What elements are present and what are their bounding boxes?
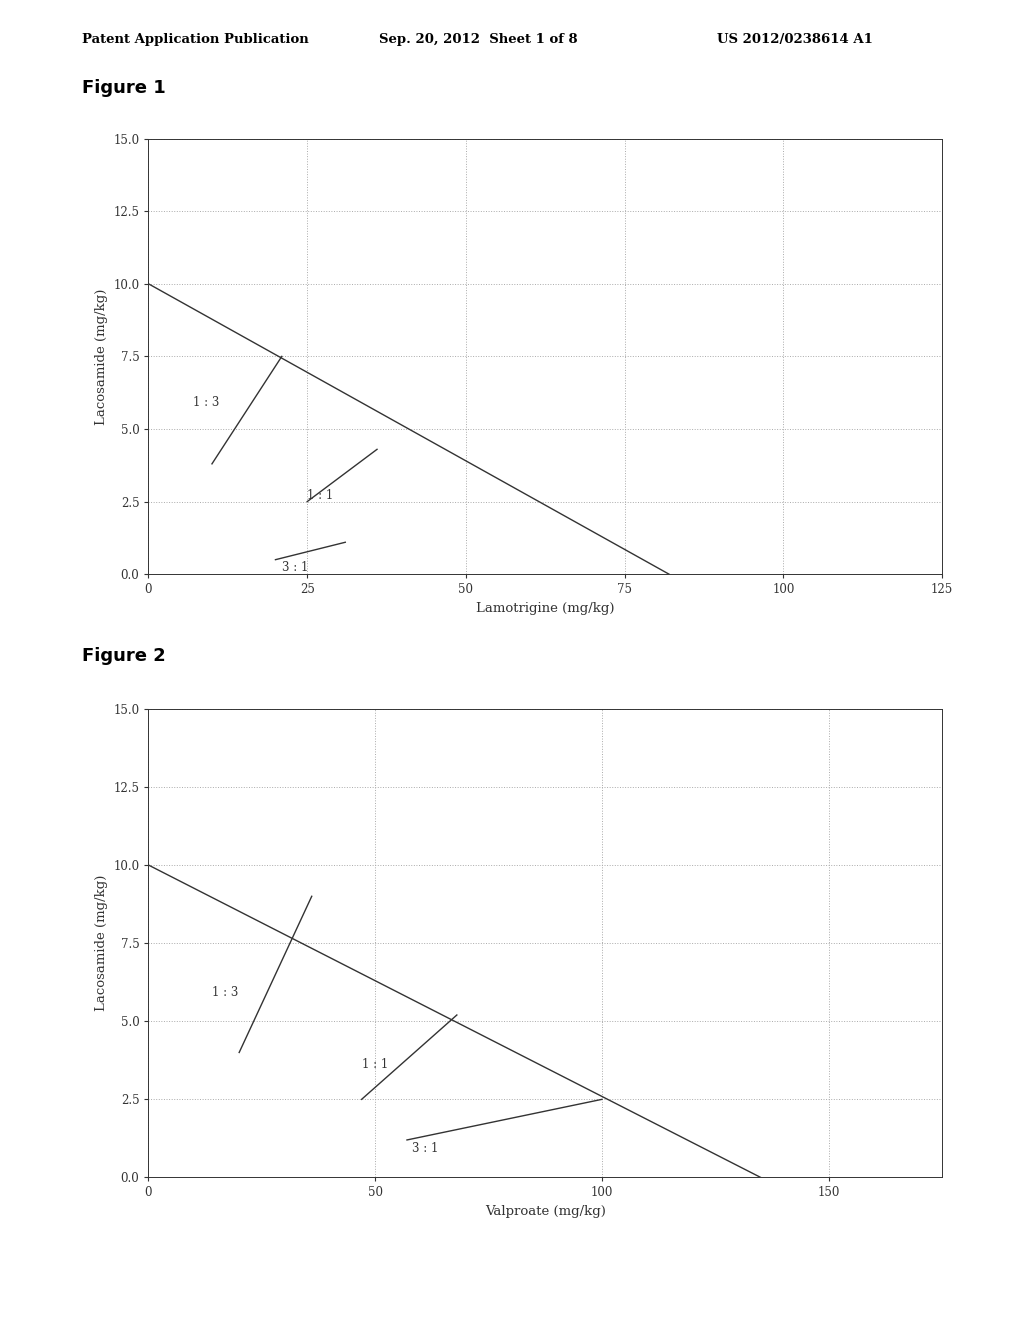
Text: Figure 2: Figure 2 xyxy=(82,647,166,665)
Text: 3 : 1: 3 : 1 xyxy=(412,1142,438,1155)
Y-axis label: Lacosamide (mg/kg): Lacosamide (mg/kg) xyxy=(95,875,108,1011)
Text: 1 : 1: 1 : 1 xyxy=(361,1059,388,1071)
Text: Patent Application Publication: Patent Application Publication xyxy=(82,33,308,46)
Text: 1 : 3: 1 : 3 xyxy=(212,986,239,999)
Text: Figure 1: Figure 1 xyxy=(82,79,166,98)
Text: 3 : 1: 3 : 1 xyxy=(282,561,308,574)
X-axis label: Lamotrigine (mg/kg): Lamotrigine (mg/kg) xyxy=(476,602,614,615)
Text: Sep. 20, 2012  Sheet 1 of 8: Sep. 20, 2012 Sheet 1 of 8 xyxy=(379,33,578,46)
Y-axis label: Lacosamide (mg/kg): Lacosamide (mg/kg) xyxy=(95,288,108,425)
Text: 1 : 3: 1 : 3 xyxy=(193,396,219,409)
Text: US 2012/0238614 A1: US 2012/0238614 A1 xyxy=(717,33,872,46)
X-axis label: Valproate (mg/kg): Valproate (mg/kg) xyxy=(484,1205,606,1218)
Text: 1 : 1: 1 : 1 xyxy=(307,488,334,502)
